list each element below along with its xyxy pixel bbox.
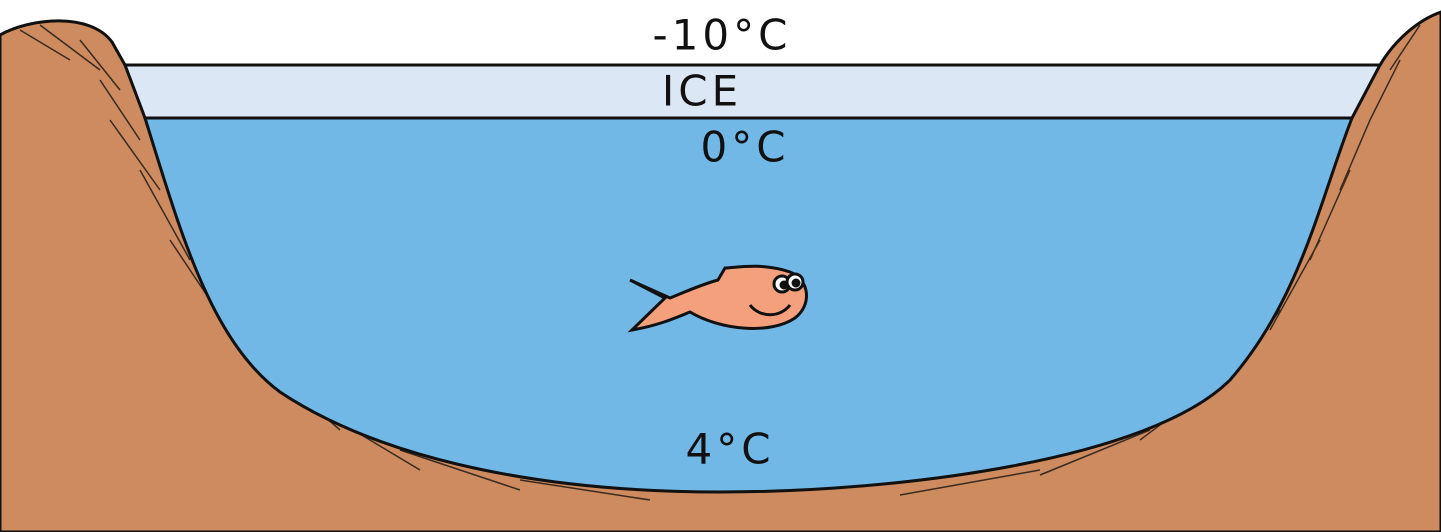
surface-temperature-label: 0°C: [700, 123, 789, 172]
ice-label: ICE: [662, 67, 742, 116]
page: -10°C ICE 0°C 4°C (() => { const data = …: [0, 0, 1441, 532]
bottom-temperature-label: 4°C: [685, 425, 774, 474]
air-temperature-label: -10°C: [653, 11, 792, 60]
lake-diagram: -10°C ICE 0°C 4°C: [0, 0, 1441, 532]
ice-layer: [125, 65, 1380, 118]
